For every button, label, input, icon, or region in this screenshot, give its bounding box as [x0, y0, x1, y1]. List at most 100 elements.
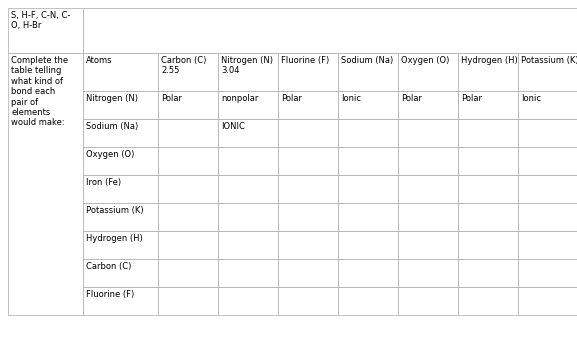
Bar — [398, 175, 458, 203]
Bar — [398, 203, 458, 231]
Bar — [398, 231, 458, 259]
Bar — [83, 91, 158, 119]
Bar — [218, 91, 278, 119]
Text: Sodium (Na): Sodium (Na) — [341, 56, 394, 65]
Text: Complete the
table telling
what kind of
bond each
pair of
elements
would make:: Complete the table telling what kind of … — [11, 56, 68, 127]
Bar — [458, 287, 518, 315]
Bar — [83, 203, 158, 231]
Bar — [518, 203, 577, 231]
Bar — [518, 119, 577, 147]
Bar — [218, 203, 278, 231]
Bar — [458, 119, 518, 147]
Bar — [8, 8, 83, 53]
Bar — [458, 259, 518, 287]
Bar — [158, 203, 218, 231]
Text: Carbon (C)
2.55: Carbon (C) 2.55 — [161, 56, 207, 75]
Text: IONIC: IONIC — [221, 122, 245, 131]
Text: Hydrogen (H): Hydrogen (H) — [86, 234, 143, 243]
Bar — [338, 231, 398, 259]
Bar — [338, 287, 398, 315]
Bar — [398, 287, 458, 315]
Bar — [83, 259, 158, 287]
Bar — [278, 91, 338, 119]
Bar — [338, 203, 398, 231]
Bar — [338, 91, 398, 119]
Bar — [518, 91, 577, 119]
Bar — [458, 203, 518, 231]
Text: Polar: Polar — [401, 94, 422, 103]
Text: Nitrogen (N): Nitrogen (N) — [86, 94, 138, 103]
Bar — [278, 119, 338, 147]
Text: Ionic: Ionic — [521, 94, 541, 103]
Bar — [518, 287, 577, 315]
Bar — [338, 175, 398, 203]
Bar — [458, 91, 518, 119]
Bar — [458, 53, 518, 91]
Text: Fluorine (F): Fluorine (F) — [281, 56, 329, 65]
Bar — [83, 53, 158, 91]
Bar — [8, 53, 83, 315]
Bar — [158, 119, 218, 147]
Bar — [158, 147, 218, 175]
Bar — [158, 175, 218, 203]
Bar — [278, 53, 338, 91]
Bar — [518, 231, 577, 259]
Text: Oxygen (O): Oxygen (O) — [86, 150, 134, 159]
Bar — [83, 8, 577, 53]
Bar — [218, 287, 278, 315]
Bar — [278, 147, 338, 175]
Text: nonpolar: nonpolar — [221, 94, 258, 103]
Text: Potassium (K): Potassium (K) — [521, 56, 577, 65]
Bar — [83, 287, 158, 315]
Text: Oxygen (O): Oxygen (O) — [401, 56, 449, 65]
Text: Polar: Polar — [461, 94, 482, 103]
Text: Nitrogen (N)
3.04: Nitrogen (N) 3.04 — [221, 56, 273, 75]
Text: Iron (Fe): Iron (Fe) — [86, 178, 121, 187]
Text: Polar: Polar — [281, 94, 302, 103]
Bar — [83, 175, 158, 203]
Text: Sodium (Na): Sodium (Na) — [86, 122, 138, 131]
Bar — [398, 119, 458, 147]
Text: Ionic: Ionic — [341, 94, 361, 103]
Bar — [338, 119, 398, 147]
Bar — [218, 259, 278, 287]
Bar — [278, 259, 338, 287]
Text: Potassium (K): Potassium (K) — [86, 206, 144, 215]
Bar — [83, 119, 158, 147]
Text: Fluorine (F): Fluorine (F) — [86, 290, 134, 299]
Bar — [458, 147, 518, 175]
Bar — [338, 53, 398, 91]
Text: Atoms: Atoms — [86, 56, 113, 65]
Bar — [518, 147, 577, 175]
Bar — [398, 91, 458, 119]
Bar — [518, 53, 577, 91]
Bar — [398, 53, 458, 91]
Bar — [218, 119, 278, 147]
Bar — [83, 231, 158, 259]
Bar — [218, 147, 278, 175]
Bar — [278, 287, 338, 315]
Text: Polar: Polar — [161, 94, 182, 103]
Bar — [338, 259, 398, 287]
Bar — [218, 231, 278, 259]
Bar — [518, 175, 577, 203]
Bar — [218, 53, 278, 91]
Bar — [458, 231, 518, 259]
Text: S, H-F, C-N, C-
O, H-Br: S, H-F, C-N, C- O, H-Br — [11, 11, 70, 31]
Text: Hydrogen (H): Hydrogen (H) — [461, 56, 518, 65]
Bar — [158, 259, 218, 287]
Text: Carbon (C): Carbon (C) — [86, 262, 132, 271]
Bar — [83, 147, 158, 175]
Bar — [458, 175, 518, 203]
Bar — [278, 231, 338, 259]
Bar — [218, 175, 278, 203]
Bar — [518, 259, 577, 287]
Bar — [278, 203, 338, 231]
Bar — [398, 147, 458, 175]
Bar — [158, 231, 218, 259]
Bar — [158, 53, 218, 91]
Bar — [398, 259, 458, 287]
Bar — [158, 91, 218, 119]
Bar — [278, 175, 338, 203]
Bar — [338, 147, 398, 175]
